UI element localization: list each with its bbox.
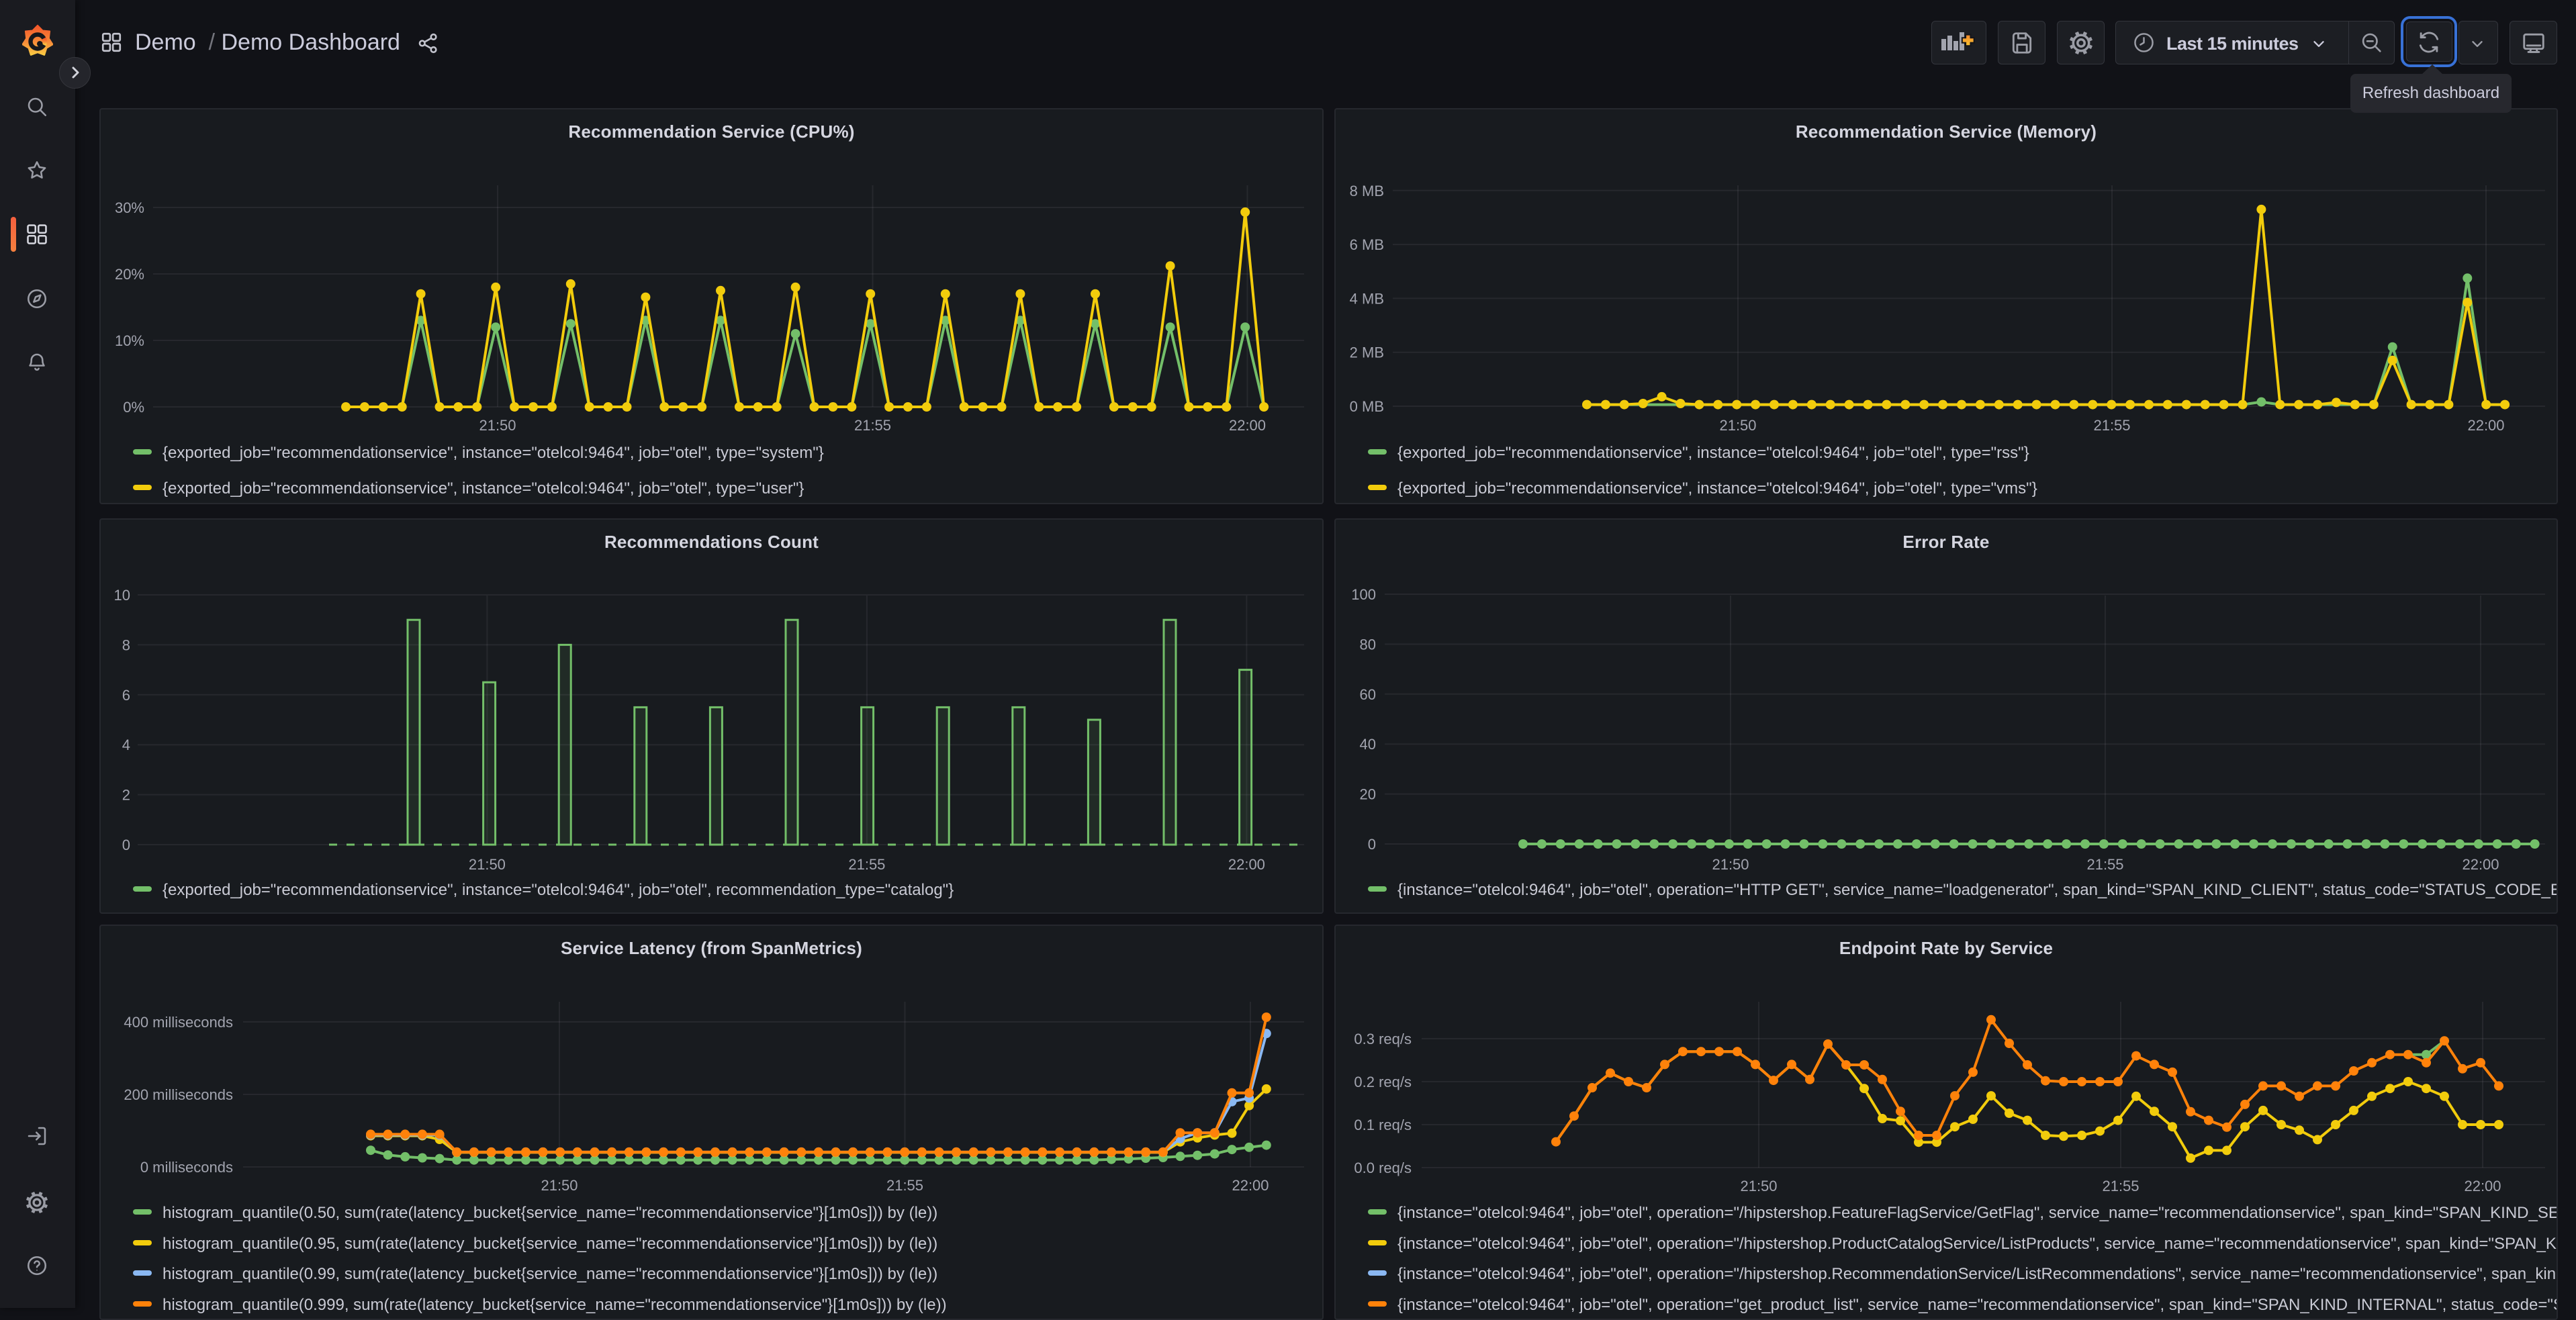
svg-text:20: 20 — [1360, 786, 1376, 803]
svg-text:6 MB: 6 MB — [1350, 236, 1384, 253]
svg-text:40: 40 — [1360, 736, 1376, 753]
svg-text:22:00: 22:00 — [1229, 417, 1266, 434]
svg-text:10: 10 — [114, 587, 130, 604]
svg-text:0%: 0% — [123, 399, 144, 416]
svg-text:22:00: 22:00 — [1232, 1177, 1269, 1194]
svg-text:21:50: 21:50 — [479, 417, 516, 434]
svg-text:21:55: 21:55 — [2086, 856, 2123, 873]
svg-text:400 milliseconds: 400 milliseconds — [124, 1014, 233, 1031]
svg-text:0 MB: 0 MB — [1350, 398, 1384, 415]
svg-text:20%: 20% — [115, 266, 144, 283]
svg-text:21:50: 21:50 — [1712, 856, 1749, 873]
svg-text:0: 0 — [1368, 836, 1376, 853]
svg-text:100: 100 — [1351, 586, 1376, 603]
svg-text:21:55: 21:55 — [886, 1177, 923, 1194]
svg-text:22:00: 22:00 — [1228, 856, 1265, 873]
svg-text:2 MB: 2 MB — [1350, 344, 1384, 361]
svg-text:0.2 req/s: 0.2 req/s — [1354, 1074, 1412, 1090]
svg-text:21:50: 21:50 — [469, 856, 506, 873]
svg-text:60: 60 — [1360, 686, 1376, 703]
svg-text:0 milliseconds: 0 milliseconds — [140, 1159, 233, 1176]
svg-text:0: 0 — [122, 837, 130, 853]
svg-text:22:00: 22:00 — [2462, 856, 2499, 873]
svg-text:8: 8 — [122, 637, 130, 653]
svg-text:4 MB: 4 MB — [1350, 290, 1384, 307]
svg-text:200 milliseconds: 200 milliseconds — [124, 1086, 233, 1103]
svg-text:21:50: 21:50 — [1740, 1178, 1777, 1194]
svg-text:22:00: 22:00 — [2464, 1178, 2501, 1194]
svg-text:6: 6 — [122, 687, 130, 704]
svg-text:21:50: 21:50 — [541, 1177, 578, 1194]
svg-text:8 MB: 8 MB — [1350, 183, 1384, 199]
svg-text:30%: 30% — [115, 199, 144, 216]
svg-text:21:55: 21:55 — [2093, 417, 2130, 434]
svg-text:10%: 10% — [115, 332, 144, 349]
svg-text:21:55: 21:55 — [854, 417, 891, 434]
svg-text:22:00: 22:00 — [2467, 417, 2504, 434]
svg-text:21:50: 21:50 — [1719, 417, 1756, 434]
svg-text:21:55: 21:55 — [848, 856, 885, 873]
svg-text:0.3 req/s: 0.3 req/s — [1354, 1031, 1412, 1047]
svg-text:2: 2 — [122, 787, 130, 804]
svg-text:80: 80 — [1360, 636, 1376, 653]
svg-text:21:55: 21:55 — [2102, 1178, 2139, 1194]
svg-text:4: 4 — [122, 737, 130, 753]
svg-text:0.1 req/s: 0.1 req/s — [1354, 1117, 1412, 1133]
svg-text:0.0 req/s: 0.0 req/s — [1354, 1160, 1412, 1176]
